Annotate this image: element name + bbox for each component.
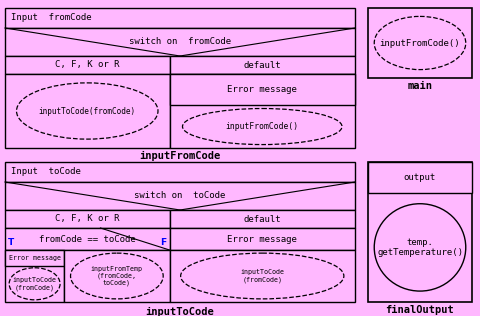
Text: C, F, K or R: C, F, K or R <box>55 215 120 223</box>
Ellipse shape <box>374 16 466 70</box>
Ellipse shape <box>374 204 466 291</box>
Bar <box>368 8 472 78</box>
Text: inputFromCode(): inputFromCode() <box>380 39 460 47</box>
Text: inputFromCode: inputFromCode <box>139 151 221 161</box>
Text: output: output <box>404 173 436 182</box>
Text: main: main <box>408 81 432 91</box>
Bar <box>5 162 355 182</box>
Bar <box>5 250 64 302</box>
Text: switch on  fromCode: switch on fromCode <box>129 38 231 46</box>
Text: inputToCode
(fromCode): inputToCode (fromCode) <box>240 269 284 283</box>
Ellipse shape <box>182 108 342 144</box>
Ellipse shape <box>9 268 60 300</box>
Text: inputFromCode(): inputFromCode() <box>226 122 299 131</box>
Bar <box>5 182 355 210</box>
Text: F: F <box>160 238 167 247</box>
Bar <box>5 28 355 56</box>
Text: inputFromTemp
(fromCode,
toCode): inputFromTemp (fromCode, toCode) <box>91 265 143 287</box>
Bar <box>5 250 64 266</box>
Bar <box>169 56 355 74</box>
Text: temp.
getTemperature(): temp. getTemperature() <box>377 238 463 257</box>
Text: switch on  toCode: switch on toCode <box>134 191 226 200</box>
Text: finalOutput: finalOutput <box>385 305 455 315</box>
Bar <box>5 228 169 250</box>
Text: Input  toCode: Input toCode <box>11 167 81 177</box>
Bar <box>5 210 169 228</box>
Bar <box>5 56 169 74</box>
Text: inputToCode
(fromCode): inputToCode (fromCode) <box>12 277 57 290</box>
Ellipse shape <box>16 83 158 139</box>
Text: default: default <box>243 215 281 223</box>
Bar <box>169 228 355 250</box>
Text: fromCode == toCode: fromCode == toCode <box>39 234 136 244</box>
Bar <box>169 250 355 302</box>
Ellipse shape <box>71 253 163 299</box>
Text: Input  fromCode: Input fromCode <box>11 14 92 22</box>
Text: C, F, K or R: C, F, K or R <box>55 60 120 70</box>
Bar <box>169 74 355 148</box>
Text: T: T <box>8 238 14 247</box>
Text: default: default <box>243 60 281 70</box>
Ellipse shape <box>180 253 344 299</box>
Bar <box>5 8 355 28</box>
Bar <box>368 162 472 193</box>
Text: inputToCode: inputToCode <box>145 307 215 316</box>
Bar <box>169 210 355 228</box>
Text: inputToCode(fromCode): inputToCode(fromCode) <box>39 106 136 116</box>
Bar <box>368 162 472 302</box>
Text: Error message: Error message <box>228 234 297 244</box>
Bar <box>64 250 169 302</box>
Bar <box>5 74 169 148</box>
Text: Error message: Error message <box>9 255 60 261</box>
Text: Error message: Error message <box>228 85 297 94</box>
Bar <box>169 74 355 105</box>
